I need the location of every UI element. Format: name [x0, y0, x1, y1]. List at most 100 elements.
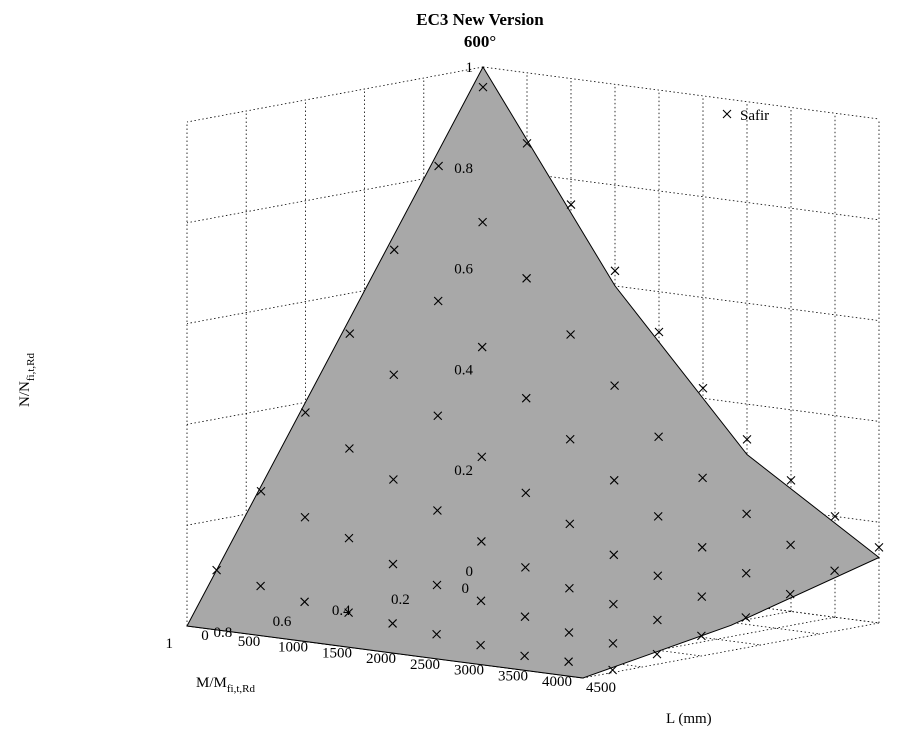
x-tick-label: 0.6 — [273, 614, 292, 630]
safir-marker-stroke-b — [608, 665, 617, 675]
side-grid-line-horizontal — [482, 268, 880, 321]
safir-marker-stroke-b — [478, 217, 487, 227]
safir-marker-stroke-b — [742, 434, 752, 444]
safir-marker-stroke-b — [654, 432, 663, 442]
safir-marker-stroke-b — [345, 444, 354, 453]
safir-marker-stroke-b — [432, 629, 441, 639]
safir-marker — [785, 589, 795, 599]
safir-marker-stroke-b — [697, 542, 707, 552]
safir-marker-stroke-b — [653, 615, 662, 625]
safir-marker — [653, 571, 663, 581]
wall-grid-line-horizontal — [186, 66, 484, 123]
safir-marker — [786, 540, 795, 550]
safir-marker-stroke-b — [344, 533, 354, 543]
safir-marker — [389, 475, 398, 484]
safir-marker-stroke-b — [653, 511, 663, 521]
z-axis-label: N/Nfi,t,Rd — [17, 353, 37, 407]
safir-marker-stroke-b — [388, 559, 398, 569]
safir-marker — [388, 619, 397, 628]
safir-marker-stroke-b — [566, 200, 576, 209]
safir-marker-stroke-b — [609, 550, 619, 560]
legend-x-marker — [722, 109, 732, 119]
safir-marker-stroke-b — [610, 266, 620, 276]
safir-marker — [830, 512, 840, 521]
safir-marker — [609, 550, 619, 560]
safir-marker — [477, 537, 486, 546]
safir-marker — [477, 342, 487, 352]
x-tick-label: 0.2 — [391, 592, 410, 608]
safir-marker-stroke-b — [300, 597, 309, 607]
safir-marker-stroke-b — [565, 583, 574, 593]
ticks-layer: 0 0.2 0.4 0.6 0.8 1 0 0.2 0.4 0.6 0.8 1 0 500 1000 1500… — [166, 60, 617, 696]
safir-marker-stroke-b — [830, 512, 840, 521]
safir-marker-stroke-b — [609, 475, 619, 485]
floor-grid-line-m — [423, 581, 820, 635]
safir-marker-stroke-b — [521, 562, 530, 572]
safir-marker-stroke-b — [654, 327, 664, 337]
safir-marker — [565, 434, 575, 444]
y-tick-label: 4000 — [542, 674, 572, 690]
y-tick-label: 500 — [238, 634, 261, 650]
safir-marker — [565, 583, 574, 593]
safir-marker-stroke-b — [521, 393, 531, 403]
safir-marker — [433, 506, 442, 515]
y-tick-label: 2000 — [366, 651, 396, 667]
safir-marker — [521, 488, 531, 498]
safir-marker — [433, 296, 443, 306]
safir-marker-stroke-b — [874, 543, 884, 552]
safir-marker-stroke-b — [564, 657, 573, 667]
z-tick-label: 0.2 — [454, 463, 473, 479]
safir-marker — [654, 327, 664, 337]
x-tick-label: 0.4 — [332, 603, 351, 619]
safir-marker-stroke-b — [212, 565, 221, 575]
safir-marker — [786, 476, 796, 485]
y-tick-label: 4500 — [586, 680, 616, 696]
safir-marker-stroke-b — [522, 138, 532, 148]
safir-marker-stroke-b — [697, 592, 707, 602]
safir-marker-stroke-b — [742, 509, 751, 519]
safir-marker — [478, 82, 488, 92]
safir-marker-stroke-b — [652, 649, 662, 659]
safir-marker-stroke-b — [830, 566, 839, 576]
safir-marker-stroke-b — [741, 613, 751, 622]
safir-marker — [301, 408, 310, 417]
x-axis-label-sub: fi,t,Rd — [227, 683, 256, 695]
safir-marker-stroke-b — [476, 640, 485, 650]
z-axis-label-main: N/N — [17, 381, 33, 407]
safir-marker — [741, 568, 751, 578]
safir-marker — [742, 434, 752, 444]
z-tick-label: 0.6 — [454, 262, 473, 278]
x-axis-label: M/Mfi,t,Rd — [196, 675, 255, 695]
safir-marker — [609, 599, 618, 609]
safir-marker — [741, 613, 751, 622]
safir-marker — [520, 651, 529, 661]
safir-marker — [652, 649, 662, 659]
safir-marker — [388, 559, 398, 569]
surface-patch — [186, 65, 880, 679]
safir-marker — [344, 533, 354, 543]
safir-marker-stroke-b — [521, 488, 531, 498]
safir-marker-stroke-b — [389, 245, 399, 255]
safir-marker-stroke-b — [786, 540, 795, 550]
safir-marker — [477, 452, 487, 462]
safir-marker — [521, 562, 530, 572]
safir-marker-stroke-b — [345, 329, 355, 339]
safir-marker-stroke-b — [698, 473, 707, 483]
safir-marker — [522, 273, 531, 283]
safir-marker — [300, 512, 310, 522]
safir-marker — [256, 486, 266, 496]
safir-marker-stroke-b — [741, 568, 751, 578]
safir-marker-stroke-b — [785, 589, 795, 599]
safir-marker — [697, 542, 707, 552]
safir-marker — [476, 640, 485, 650]
y-axis-label: L (mm) — [666, 711, 712, 727]
marker-layer — [212, 82, 884, 675]
safir-marker-stroke-b — [388, 619, 397, 628]
safir-marker-stroke-b — [256, 486, 266, 496]
chart-title: EC3 New Version — [416, 10, 544, 29]
safir-marker — [564, 657, 573, 667]
safir-marker — [345, 329, 355, 339]
z-tick-label: 1 — [466, 60, 474, 76]
safir-marker-stroke-b — [344, 608, 353, 618]
safir-marker-stroke-b — [477, 342, 487, 352]
